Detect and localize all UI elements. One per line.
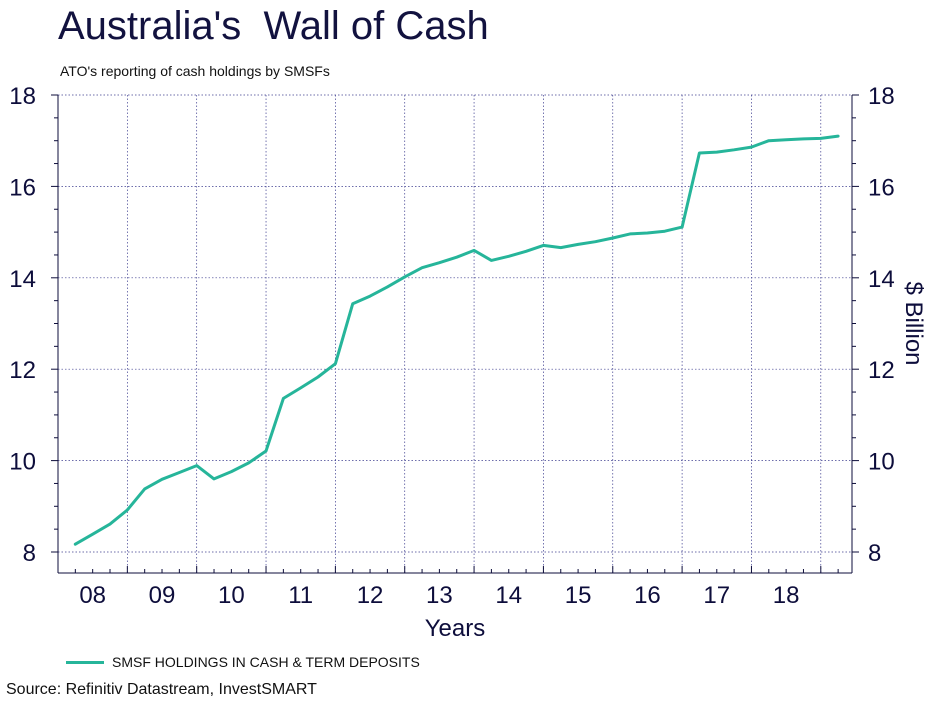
data-point bbox=[559, 246, 562, 249]
x-tick-label: 14 bbox=[495, 582, 522, 609]
y-axis-label: $ Billion bbox=[900, 281, 927, 365]
data-point bbox=[403, 275, 406, 279]
x-tick-label: 18 bbox=[773, 582, 800, 609]
data-point bbox=[455, 256, 458, 259]
y-tick-label-left: 18 bbox=[9, 83, 36, 110]
data-point bbox=[507, 255, 510, 258]
data-point bbox=[230, 470, 233, 473]
data-point bbox=[368, 294, 372, 298]
data-point bbox=[715, 150, 718, 154]
data-point bbox=[542, 244, 545, 247]
data-point bbox=[264, 449, 268, 453]
data-point bbox=[386, 285, 389, 289]
data-point bbox=[108, 522, 112, 526]
data-point bbox=[836, 134, 840, 138]
data-point bbox=[351, 302, 354, 306]
y-tick-label-left: 8 bbox=[23, 540, 36, 567]
data-point bbox=[282, 397, 285, 400]
y-tick-label-right: 12 bbox=[868, 357, 895, 384]
x-tick-label: 08 bbox=[79, 582, 106, 609]
x-tick-label: 09 bbox=[149, 582, 176, 609]
x-tick-label: 11 bbox=[288, 582, 313, 609]
x-tick-label: 15 bbox=[565, 582, 592, 609]
data-point bbox=[438, 261, 441, 264]
data-point bbox=[316, 375, 320, 379]
chart-subtitle: ATO's reporting of cash holdings by SMSF… bbox=[60, 63, 330, 79]
source-note: Source: Refinitiv Datastream, InvestSMAR… bbox=[6, 681, 317, 698]
data-point bbox=[490, 259, 493, 262]
y-tick-label-left: 12 bbox=[9, 357, 36, 384]
y-tick-label-right: 16 bbox=[868, 174, 895, 201]
data-point bbox=[420, 266, 424, 269]
data-point bbox=[91, 532, 94, 536]
data-point bbox=[299, 386, 302, 390]
legend-label: SMSF HOLDINGS IN CASH & TERM DEPOSITS bbox=[112, 654, 420, 670]
data-point bbox=[611, 236, 614, 240]
legend-swatch bbox=[66, 660, 104, 664]
y-tick-label-right: 10 bbox=[868, 449, 895, 476]
x-tick-label: 17 bbox=[703, 582, 730, 609]
data-point bbox=[74, 543, 77, 546]
y-tick-label-left: 14 bbox=[9, 266, 36, 293]
data-point bbox=[698, 151, 701, 155]
data-point bbox=[732, 148, 736, 152]
y-tick-label-left: 10 bbox=[9, 449, 36, 476]
data-point bbox=[334, 362, 337, 365]
data-point bbox=[524, 250, 528, 253]
series-line-0 bbox=[73, 134, 840, 546]
y-tick-label-right: 8 bbox=[868, 540, 881, 567]
line-chart: 8 8 10 10 12 12 14 14 16 16 18 18 08 09 10 11 12 13 14 15 16… bbox=[9, 83, 927, 642]
data-point bbox=[472, 249, 476, 252]
data-point bbox=[784, 138, 788, 141]
data-point bbox=[819, 137, 822, 140]
data-point bbox=[750, 145, 753, 149]
data-point bbox=[628, 232, 632, 236]
y-tick-label-left: 16 bbox=[9, 174, 36, 201]
data-point bbox=[212, 477, 216, 481]
data-point bbox=[160, 478, 164, 481]
data-point bbox=[576, 243, 580, 246]
x-tick-label: 12 bbox=[357, 582, 384, 609]
x-tick-label: 16 bbox=[634, 582, 661, 609]
data-point bbox=[663, 229, 666, 233]
x-tick-label: 10 bbox=[218, 582, 245, 609]
data-point bbox=[802, 137, 805, 141]
data-point bbox=[680, 225, 684, 229]
data-point bbox=[767, 139, 770, 142]
chart-title: Australia's Wall of Cash bbox=[58, 4, 489, 48]
x-axis-label: Years bbox=[425, 615, 486, 642]
x-tick-label: 13 bbox=[426, 582, 453, 609]
data-point bbox=[195, 464, 198, 467]
data-point bbox=[247, 461, 250, 465]
data-point bbox=[126, 508, 129, 512]
data-point bbox=[143, 487, 146, 491]
y-tick-label-right: 14 bbox=[868, 266, 895, 293]
data-point bbox=[646, 231, 649, 235]
data-point bbox=[594, 240, 597, 243]
y-tick-label-right: 18 bbox=[868, 83, 895, 110]
data-point bbox=[178, 471, 181, 474]
legend: SMSF HOLDINGS IN CASH & TERM DEPOSITS bbox=[66, 654, 420, 670]
